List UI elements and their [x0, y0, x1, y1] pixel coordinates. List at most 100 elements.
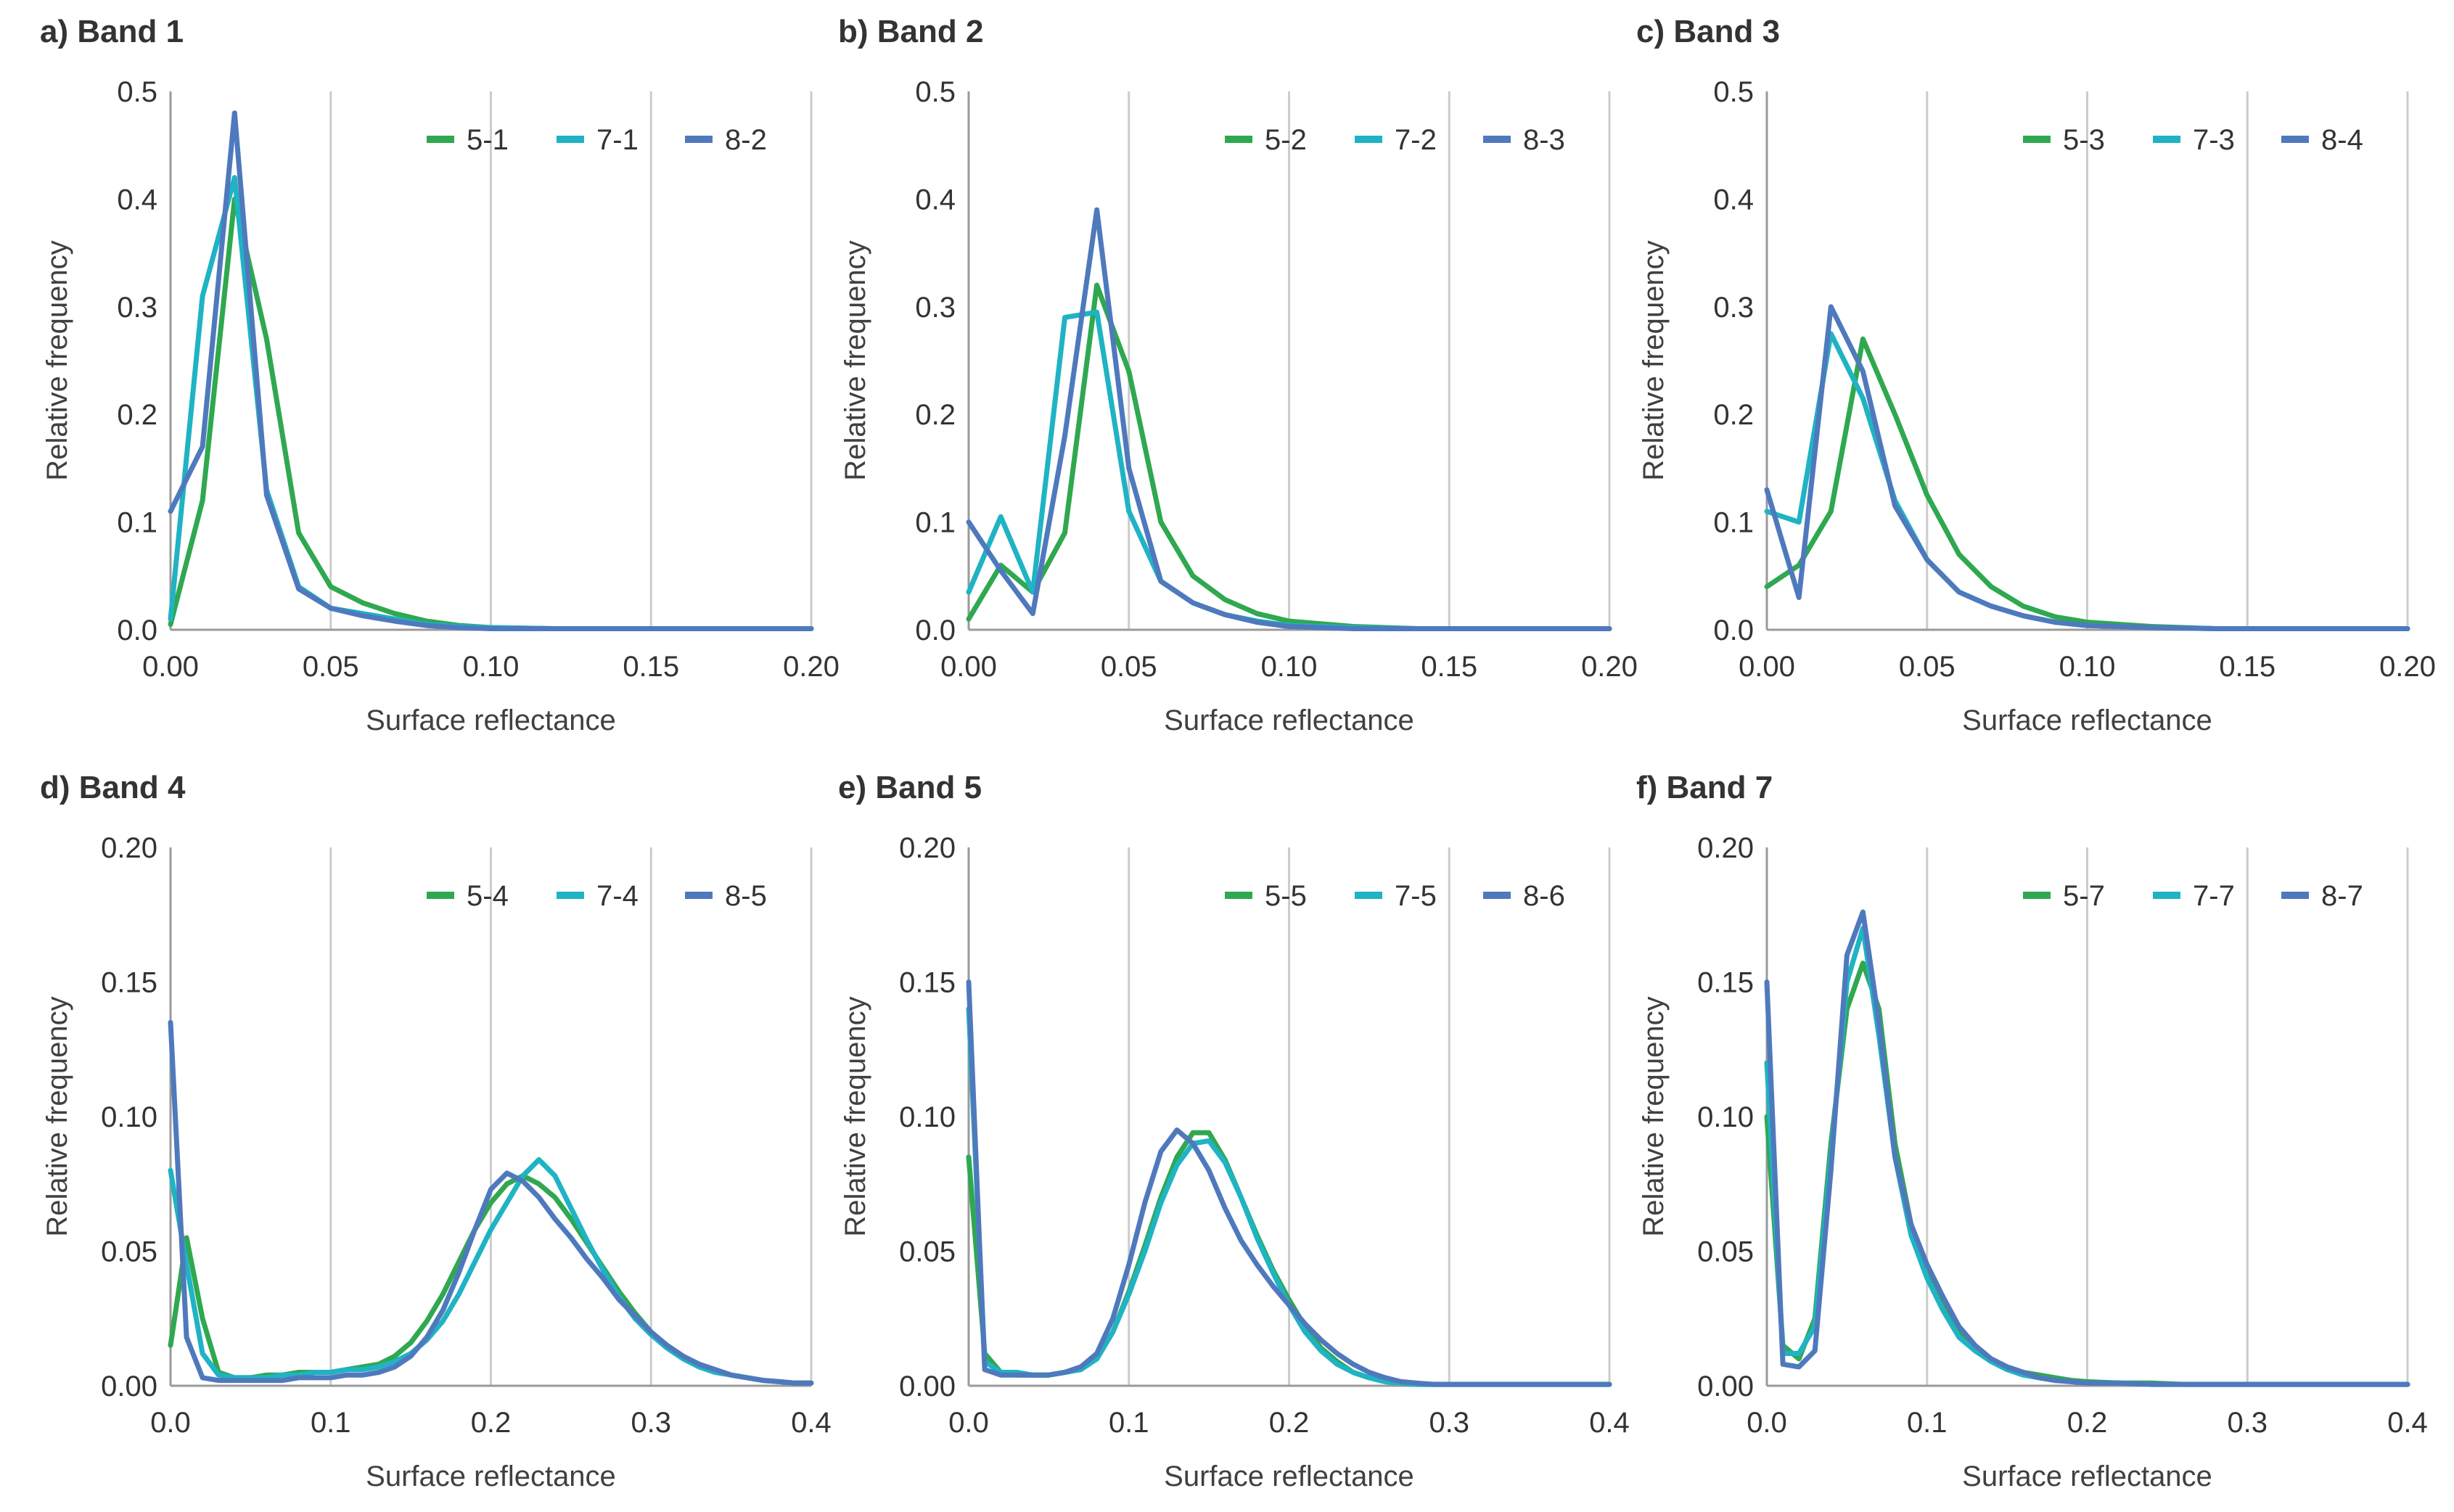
y-axis-label: Relative frequency — [840, 996, 871, 1236]
x-tick-label: 0.15 — [1421, 651, 1477, 683]
legend-label: 7-3 — [2193, 124, 2235, 156]
x-tick-label: 0.10 — [463, 651, 520, 683]
legend-label: 5-4 — [467, 880, 509, 912]
x-axis-label: Surface reflectance — [366, 704, 616, 736]
y-tick-label: 0.05 — [899, 1236, 956, 1268]
legend-label: 8-4 — [2321, 124, 2363, 156]
y-tick-label: 0.1 — [117, 507, 157, 539]
y-tick-label: 0.15 — [899, 967, 956, 999]
x-tick-label: 0.20 — [783, 651, 840, 683]
x-tick-label: 0.4 — [791, 1407, 832, 1439]
y-tick-label: 0.20 — [1697, 832, 1754, 864]
x-tick-label: 0.1 — [311, 1407, 351, 1439]
x-tick-label: 0.00 — [940, 651, 997, 683]
x-tick-label: 0.05 — [303, 651, 359, 683]
y-tick-label: 0.1 — [1713, 507, 1754, 539]
x-tick-label: 0.05 — [1899, 651, 1956, 683]
legend-label: 8-5 — [725, 880, 767, 912]
y-tick-label: 0.15 — [101, 967, 157, 999]
x-tick-label: 0.15 — [623, 651, 679, 683]
x-tick-label: 0.1 — [1907, 1407, 1948, 1439]
y-tick-label: 0.0 — [915, 615, 956, 646]
x-tick-label: 0.3 — [2227, 1407, 2268, 1439]
x-tick-label: 0.4 — [1589, 1407, 1630, 1439]
panel-title: e) Band 5 — [838, 770, 982, 805]
x-axis-label: Surface reflectance — [1962, 1460, 2212, 1492]
panel-title: f) Band 7 — [1636, 770, 1773, 805]
y-tick-label: 0.5 — [1713, 76, 1754, 108]
x-tick-label: 0.05 — [1101, 651, 1157, 683]
x-tick-label: 0.0 — [150, 1407, 191, 1439]
chart-panel-3: c) Band 3 0.0 0.1 0.2 0.3 0.4 0.5 0.00 0.05 0.10 0… — [1636, 14, 2436, 736]
y-axis-label: Relative frequency — [41, 240, 73, 480]
x-tick-label: 0.2 — [1269, 1407, 1310, 1439]
x-tick-label: 0.00 — [1739, 651, 1795, 683]
x-axis-label: Surface reflectance — [1164, 704, 1414, 736]
y-tick-label: 0.0 — [117, 615, 157, 646]
panel-title: d) Band 4 — [40, 770, 186, 805]
legend-label: 8-6 — [1523, 880, 1565, 912]
chart-panel-1: a) Band 1 0.0 0.1 0.2 0.3 0.4 0.5 0.00 0.05 0.10 0… — [40, 14, 840, 736]
y-tick-label: 0.3 — [1713, 292, 1754, 324]
y-tick-label: 0.2 — [915, 399, 956, 431]
x-tick-label: 0.2 — [471, 1407, 512, 1439]
x-tick-label: 0.10 — [2059, 651, 2116, 683]
y-tick-label: 0.1 — [915, 507, 956, 539]
y-tick-label: 0.05 — [1697, 1236, 1754, 1268]
legend-label: 5-5 — [1265, 880, 1307, 912]
y-tick-label: 0.4 — [1713, 184, 1754, 215]
y-tick-label: 0.20 — [101, 832, 157, 864]
y-tick-label: 0.00 — [1697, 1371, 1754, 1402]
y-tick-label: 0.05 — [101, 1236, 157, 1268]
chart-panel-5: e) Band 5 0.00 0.05 0.10 0.15 0.20 0.0 0.1 0.2 0.… — [838, 770, 1630, 1492]
x-tick-label: 0.20 — [1581, 651, 1638, 683]
legend-label: 7-5 — [1395, 880, 1437, 912]
x-tick-label: 0.0 — [1747, 1407, 1787, 1439]
legend-label: 7-4 — [596, 880, 639, 912]
y-tick-label: 0.2 — [1713, 399, 1754, 431]
chart-panel-2: b) Band 2 0.0 0.1 0.2 0.3 0.4 0.5 0.00 0.05 0.10 0… — [838, 14, 1638, 736]
legend-label: 8-3 — [1523, 124, 1565, 156]
x-tick-label: 0.00 — [142, 651, 199, 683]
y-tick-label: 0.4 — [915, 184, 956, 215]
y-tick-label: 0.10 — [101, 1101, 157, 1133]
chart-panel-4: d) Band 4 0.00 0.05 0.10 0.15 0.20 0.0 0.1 0.2 0.… — [40, 770, 832, 1492]
y-tick-label: 0.20 — [899, 832, 956, 864]
y-tick-label: 0.10 — [899, 1101, 956, 1133]
y-axis-label: Relative frequency — [840, 240, 871, 480]
x-tick-label: 0.0 — [948, 1407, 989, 1439]
panel-title: c) Band 3 — [1636, 14, 1780, 49]
x-tick-label: 0.3 — [1429, 1407, 1469, 1439]
legend-label: 5-2 — [1265, 124, 1307, 156]
legend-label: 7-7 — [2193, 880, 2235, 912]
x-axis-label: Surface reflectance — [366, 1460, 616, 1492]
y-tick-label: 0.3 — [915, 292, 956, 324]
x-axis-label: Surface reflectance — [1164, 1460, 1414, 1492]
y-tick-label: 0.15 — [1697, 967, 1754, 999]
y-tick-label: 0.0 — [1713, 615, 1754, 646]
legend-label: 5-1 — [467, 124, 509, 156]
x-tick-label: 0.4 — [2387, 1407, 2428, 1439]
y-tick-label: 0.4 — [117, 184, 157, 215]
y-tick-label: 0.00 — [899, 1371, 956, 1402]
chart-panel-6: f) Band 7 0.00 0.05 0.10 0.15 0.20 0.0 0.1 0.2 0.… — [1636, 770, 2428, 1492]
x-tick-label: 0.10 — [1261, 651, 1318, 683]
y-tick-label: 0.3 — [117, 292, 157, 324]
figure: a) Band 1 0.0 0.1 0.2 0.3 0.4 0.5 0.00 0.05 0.10 0… — [0, 0, 2454, 1512]
x-tick-label: 0.15 — [2219, 651, 2276, 683]
legend-label: 8-2 — [725, 124, 767, 156]
x-tick-label: 0.3 — [631, 1407, 671, 1439]
legend-label: 7-2 — [1395, 124, 1437, 156]
x-axis-label: Surface reflectance — [1962, 704, 2212, 736]
y-axis-label: Relative frequency — [1638, 240, 1670, 480]
y-tick-label: 0.2 — [117, 399, 157, 431]
panel-title: b) Band 2 — [838, 14, 983, 49]
y-axis-label: Relative frequency — [41, 996, 73, 1236]
legend-label: 5-7 — [2063, 880, 2105, 912]
x-tick-label: 0.1 — [1109, 1407, 1149, 1439]
panel-title: a) Band 1 — [40, 14, 184, 49]
y-tick-label: 0.5 — [915, 76, 956, 108]
y-tick-label: 0.5 — [117, 76, 157, 108]
y-tick-label: 0.00 — [101, 1371, 157, 1402]
legend-label: 5-3 — [2063, 124, 2105, 156]
